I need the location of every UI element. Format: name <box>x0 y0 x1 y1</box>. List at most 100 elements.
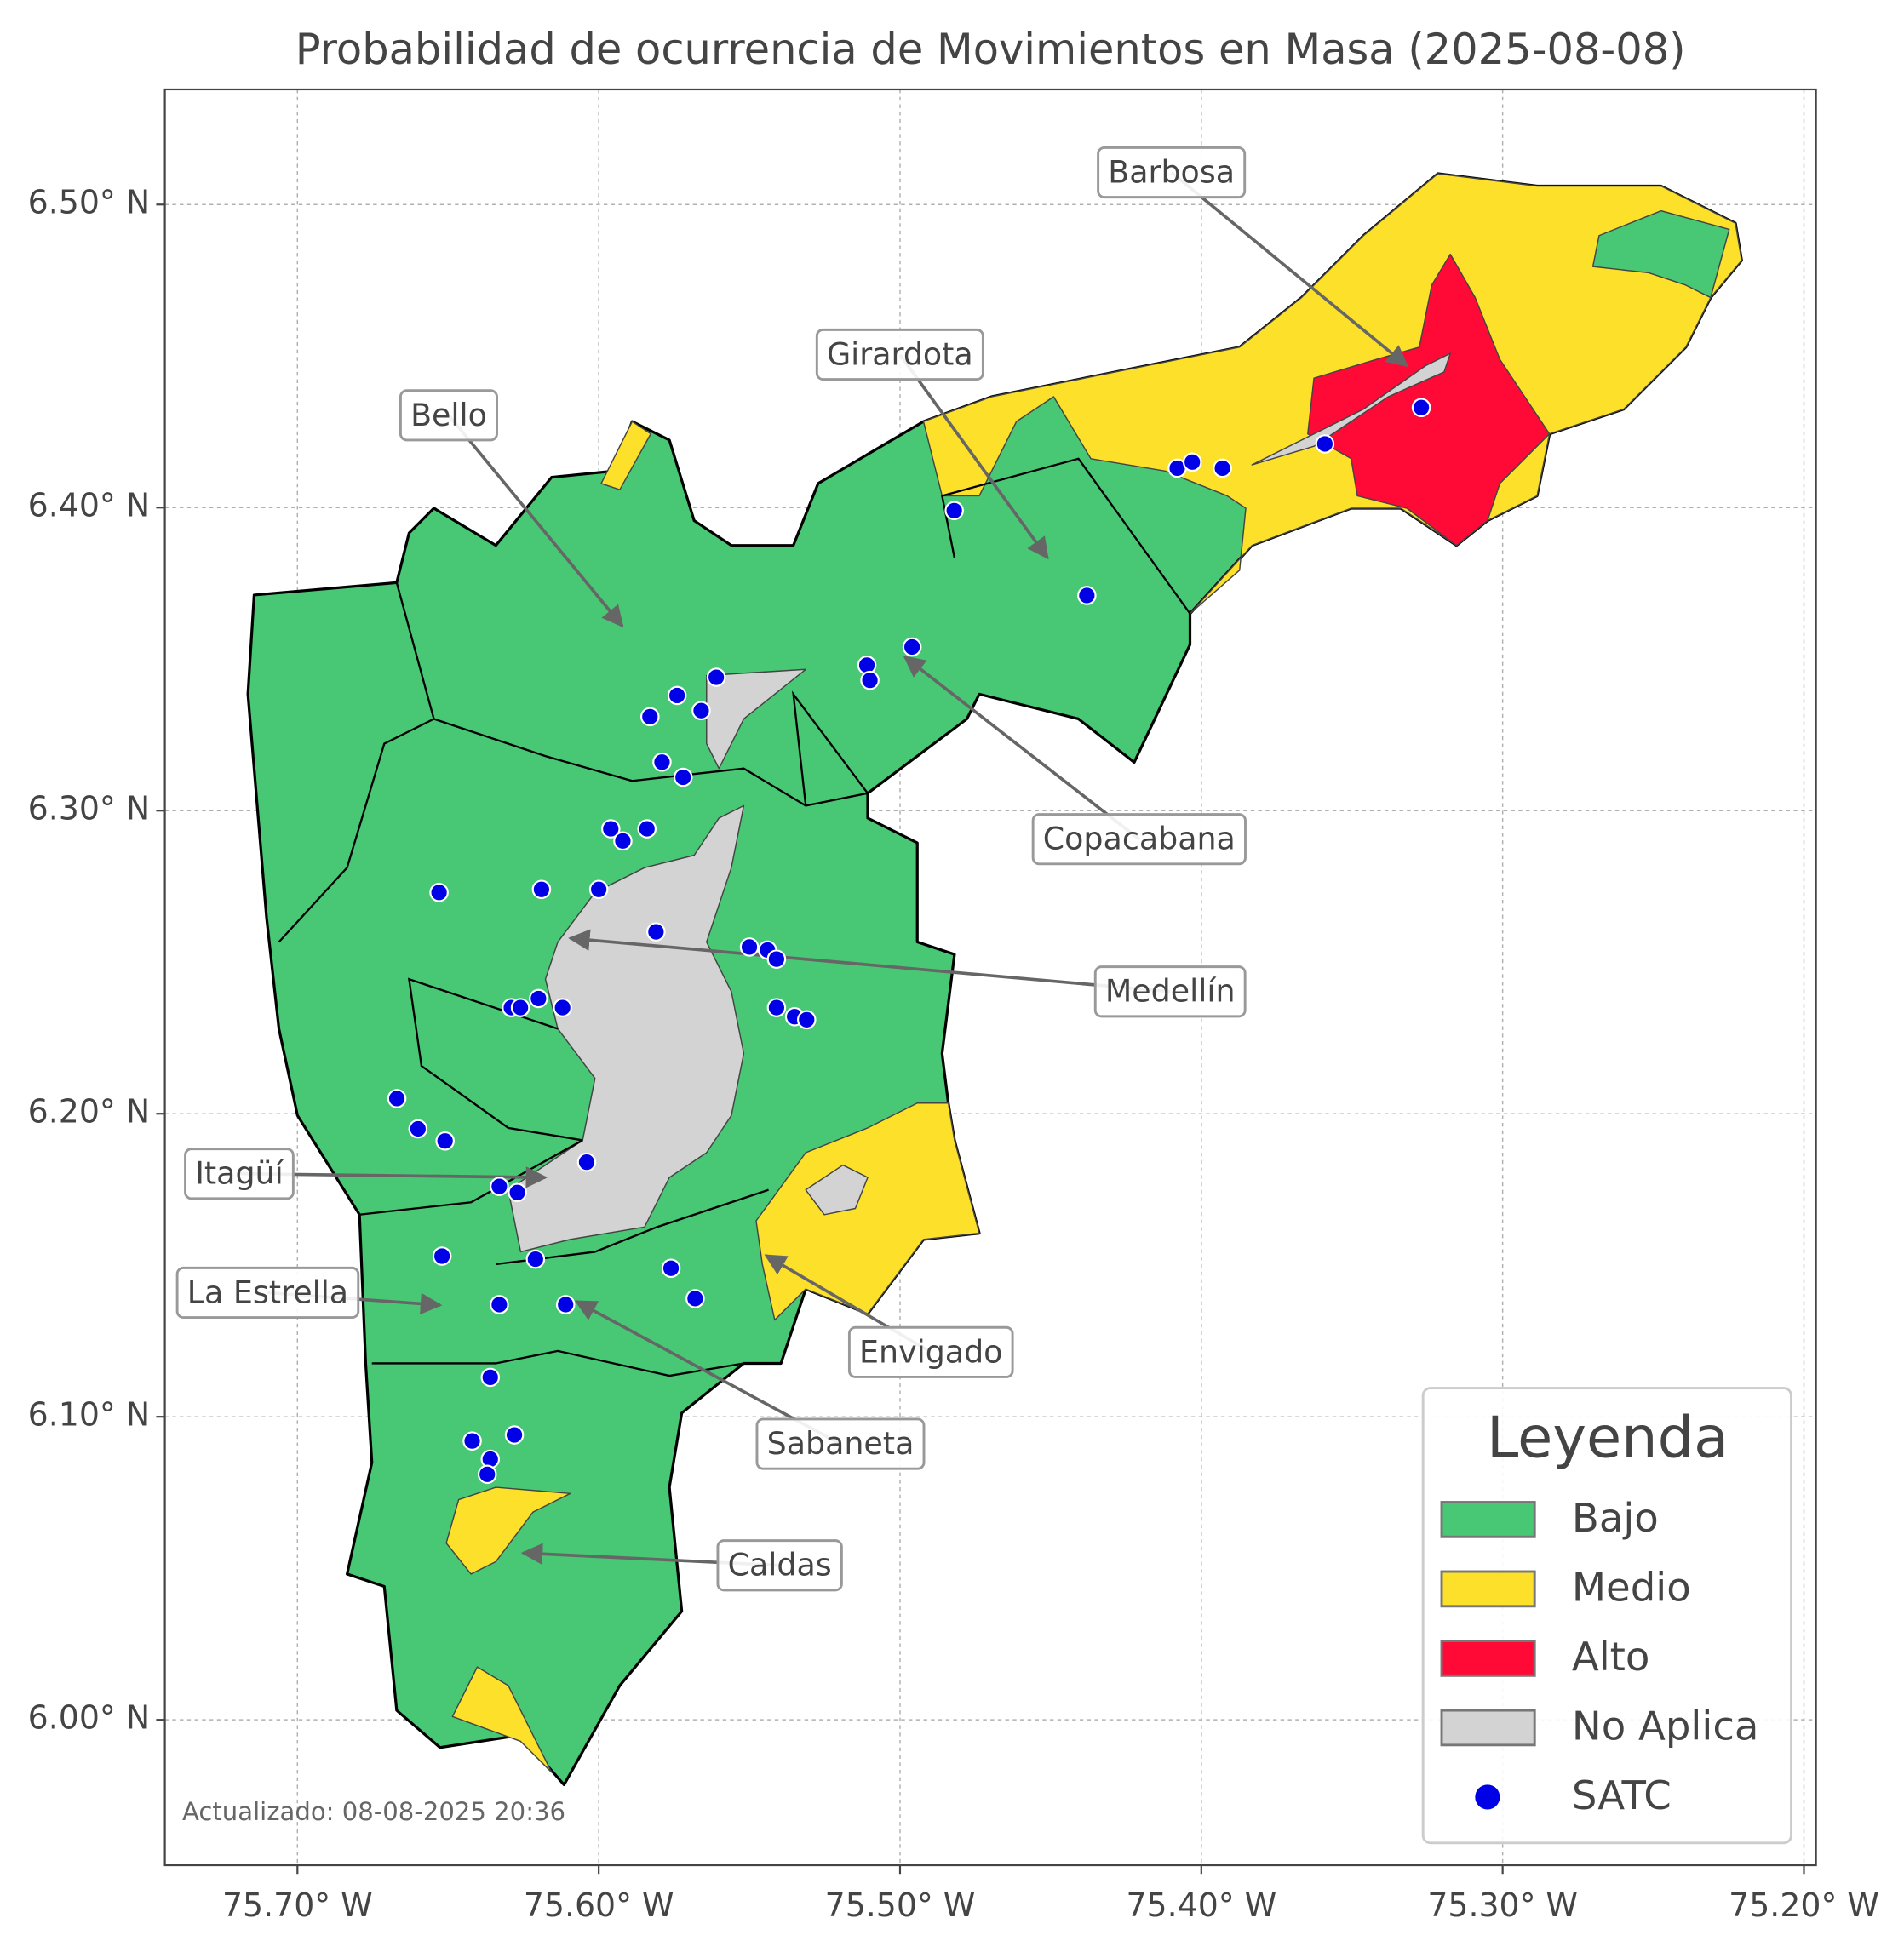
station <box>667 685 687 706</box>
boundary <box>792 690 869 806</box>
station <box>739 937 760 957</box>
annotation-arrow <box>568 929 1171 993</box>
annotation-label: Bello <box>410 397 487 433</box>
annotation-label: Girardota <box>827 335 973 372</box>
region <box>451 1666 553 1773</box>
annotation-arrow <box>898 353 1049 560</box>
y-tick-label: 6.00° N <box>28 1699 150 1737</box>
legend-swatch <box>1440 1501 1536 1538</box>
region <box>445 1486 571 1575</box>
footer: Actualizado: 08-08-2025 20:36 <box>182 1797 565 1826</box>
station <box>673 767 693 787</box>
boundary <box>496 1188 769 1266</box>
annotation-label: Itagüí <box>195 1155 284 1192</box>
annotation-box <box>716 1539 843 1592</box>
legend-label: Medio <box>1572 1564 1691 1610</box>
annotation-box <box>847 1325 1014 1378</box>
legend-swatch <box>1440 1570 1536 1608</box>
legend-label: SATC <box>1572 1772 1672 1818</box>
annotation-label: Envigado <box>859 1333 1002 1370</box>
axes-frame <box>163 88 1817 1867</box>
station <box>652 752 672 772</box>
y-tick-label: 6.10° N <box>28 1396 150 1434</box>
station <box>387 1089 407 1108</box>
region <box>600 421 651 490</box>
station <box>490 1177 509 1196</box>
annotation-box <box>1031 813 1247 866</box>
station <box>766 998 787 1017</box>
annotation-arrow <box>1170 171 1409 368</box>
annotation-label: Caldas <box>728 1547 832 1583</box>
station <box>490 1295 509 1314</box>
x-tick-label: 75.70° W <box>222 1887 373 1924</box>
annotation-label: Medellín <box>1105 973 1236 1010</box>
legend-swatch <box>1440 1640 1536 1677</box>
ticks: 75.70° W 75.60° W 75.50° W 75.40° W 75.30° W… <box>28 184 1879 1924</box>
legend-title: Leyenda <box>1487 1405 1729 1471</box>
station <box>525 1249 546 1269</box>
boundary <box>940 457 1191 615</box>
legend-label: No Aplica <box>1572 1703 1759 1749</box>
station <box>529 988 548 1009</box>
station <box>429 883 449 902</box>
station <box>1213 458 1232 478</box>
annotation-label: Barbosa <box>1108 153 1235 190</box>
x-tick-label: 75.50° W <box>825 1887 976 1924</box>
station <box>432 1246 452 1266</box>
boundary <box>359 1139 583 1216</box>
station <box>462 1431 482 1451</box>
region <box>508 804 745 1253</box>
station <box>504 1425 525 1445</box>
station <box>588 879 609 900</box>
region <box>755 1102 980 1321</box>
x-tick-label: 75.40° W <box>1126 1887 1276 1924</box>
station <box>766 949 787 969</box>
station <box>661 1258 681 1279</box>
station <box>576 1152 597 1172</box>
annotation-box <box>1097 146 1247 199</box>
y-tick-label: 6.40° N <box>28 487 150 524</box>
station <box>435 1131 455 1151</box>
boundary <box>371 1349 744 1377</box>
legend: Leyenda Bajo Medio Alto No Aplica SATC <box>1421 1387 1792 1845</box>
annotations: Barbosa Girardota Bello Copacabana Medellín I… <box>175 146 1409 1592</box>
regions <box>246 172 1743 1787</box>
x-tick-label: 75.60° W <box>524 1887 674 1924</box>
station <box>706 667 726 687</box>
station <box>555 1295 576 1314</box>
annotation-arrow <box>903 656 1140 841</box>
annotation-label: Copacabana <box>1043 821 1236 857</box>
station <box>508 1182 527 1203</box>
y-tick-label: 6.30° N <box>28 790 150 827</box>
station <box>640 707 660 727</box>
station <box>944 501 964 521</box>
station <box>691 701 711 721</box>
map-title: Probabilidad de ocurrencia de Movimiento… <box>295 25 1686 74</box>
annotation-box <box>175 1266 360 1320</box>
boundary <box>407 977 583 1142</box>
station <box>646 922 666 942</box>
region <box>805 1164 869 1216</box>
station <box>531 879 552 900</box>
station <box>480 1367 501 1388</box>
station <box>477 1464 497 1485</box>
annotation-box <box>399 389 498 442</box>
station <box>510 998 530 1017</box>
station <box>1411 398 1431 418</box>
annotation-box <box>1093 965 1247 1018</box>
legend-label: Bajo <box>1572 1495 1659 1541</box>
annotation-arrow <box>447 414 624 628</box>
annotation-label: La Estrella <box>187 1274 348 1310</box>
x-tick-label: 75.20° W <box>1729 1887 1879 1924</box>
legend-label: Alto <box>1572 1634 1650 1680</box>
boundary <box>278 582 435 943</box>
station <box>860 670 880 690</box>
region <box>1591 209 1730 299</box>
station <box>902 637 922 657</box>
station <box>408 1119 428 1139</box>
station <box>601 819 621 839</box>
station <box>685 1289 705 1308</box>
station <box>797 1010 817 1030</box>
station <box>553 998 572 1017</box>
